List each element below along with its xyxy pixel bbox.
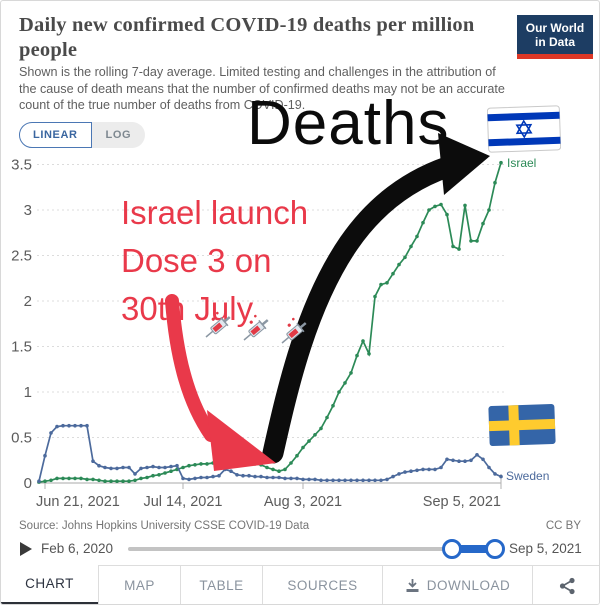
source-note: Source: Johns Hopkins University CSSE CO… xyxy=(19,520,310,532)
svg-text:2: 2 xyxy=(24,293,32,310)
series-label-sweden[interactable]: Sweden xyxy=(506,469,550,483)
play-icon xyxy=(20,542,32,556)
tab-download[interactable]: DOWNLOAD xyxy=(383,565,533,604)
svg-text:0: 0 xyxy=(24,475,32,492)
svg-text:1.5: 1.5 xyxy=(11,339,32,356)
svg-text:1: 1 xyxy=(24,384,32,401)
svg-text:2.5: 2.5 xyxy=(11,248,32,265)
svg-text:0.5: 0.5 xyxy=(11,430,32,447)
timeline-selected-range[interactable] xyxy=(450,545,502,553)
timeline-end-label: Sep 5, 2021 xyxy=(509,541,582,556)
chart-subtitle: Shown is the rolling 7-day average. Limi… xyxy=(19,65,505,113)
timeline-handle-start[interactable] xyxy=(442,539,462,559)
israel-flag-icon xyxy=(487,105,561,153)
owid-logo[interactable]: Our World in Data xyxy=(517,15,593,60)
sweden-flag-icon xyxy=(488,403,556,447)
timeline-start-label: Feb 6, 2020 xyxy=(41,541,114,556)
dose3-annotation-line2: Dose 3 on xyxy=(121,242,272,279)
timeline-handle-end[interactable] xyxy=(485,539,505,559)
log-scale-button[interactable]: LOG xyxy=(91,122,146,148)
svg-text:Aug 3, 2021: Aug 3, 2021 xyxy=(264,494,342,510)
timeline-track[interactable] xyxy=(128,539,505,559)
tab-table[interactable]: TABLE xyxy=(181,565,263,604)
dose3-annotation-line3: 30th July xyxy=(121,290,254,327)
tab-sources[interactable]: SOURCES xyxy=(263,565,383,604)
license-link[interactable]: CC BY xyxy=(545,520,581,532)
svg-text:Sep 5, 2021: Sep 5, 2021 xyxy=(423,494,501,510)
owid-logo-stripe xyxy=(517,54,593,60)
linear-scale-button[interactable]: LINEAR xyxy=(19,122,92,148)
scale-toggle: LINEAR LOG xyxy=(19,122,146,148)
share-button[interactable] xyxy=(533,565,599,604)
tab-chart[interactable]: CHART xyxy=(1,565,98,604)
play-button[interactable] xyxy=(19,541,33,557)
series-label-israel[interactable]: Israel xyxy=(507,156,537,170)
tab-map[interactable]: MAP xyxy=(98,565,181,604)
svg-text:Jun 21, 2021: Jun 21, 2021 xyxy=(36,494,120,510)
download-icon xyxy=(406,579,419,592)
dose3-annotation: Israel launch Dose 3 on 30th July xyxy=(121,189,308,333)
page-title: Daily new confirmed COVID-19 deaths per … xyxy=(19,14,475,61)
share-icon xyxy=(559,577,575,594)
owid-logo-text: Our World in Data xyxy=(517,15,593,55)
dose3-annotation-line1: Israel launch xyxy=(121,194,309,231)
tab-bar: CHART MAP TABLE SOURCES DOWNLOAD xyxy=(1,565,599,604)
svg-text:3.5: 3.5 xyxy=(11,157,32,174)
svg-text:Jul 14, 2021: Jul 14, 2021 xyxy=(143,494,222,510)
deaths-annotation: Deaths xyxy=(247,89,450,158)
svg-text:3: 3 xyxy=(24,202,32,219)
